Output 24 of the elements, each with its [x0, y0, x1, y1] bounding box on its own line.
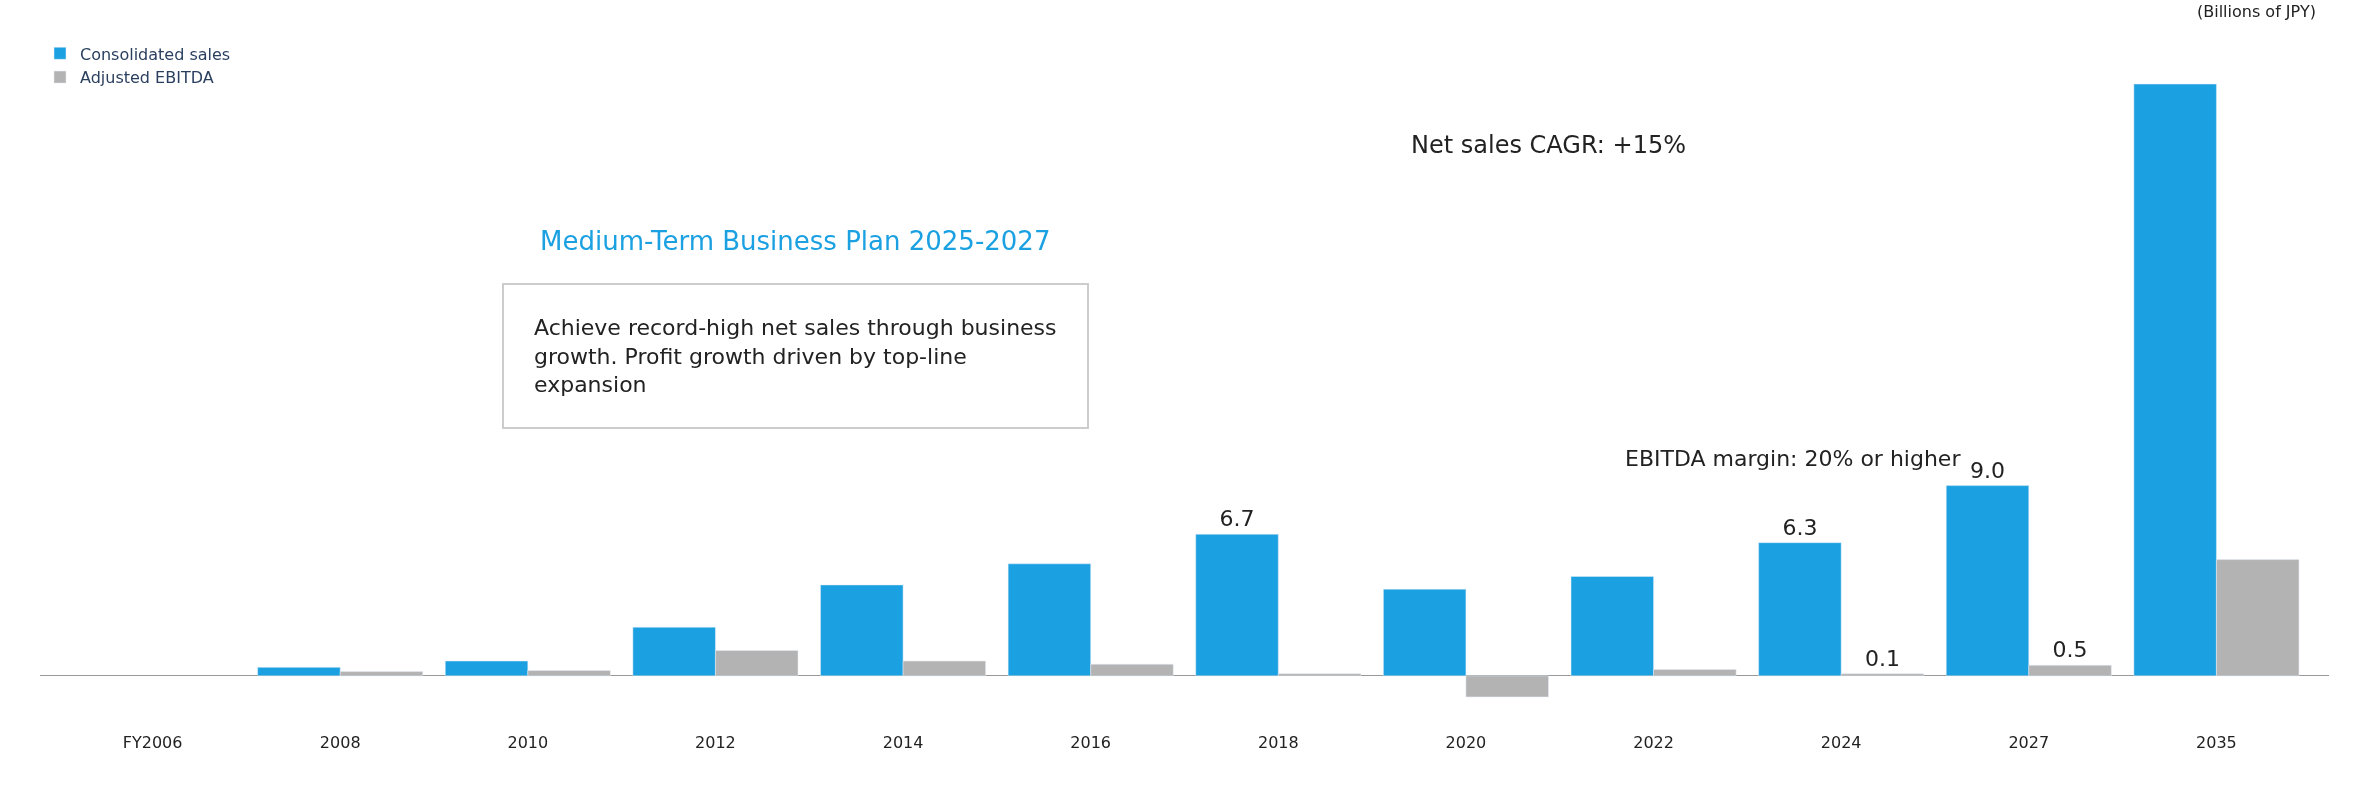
- x-tick-label: 2024: [1820, 733, 1862, 752]
- annotation: EBITDA margin: 20% or higher: [1625, 446, 1962, 471]
- x-tick-label: 2018: [1257, 733, 1299, 752]
- x-tick-label: 2008: [319, 733, 361, 752]
- legend-label: Adjusted EBITDA: [80, 68, 214, 88]
- x-tick-label: 2035: [2196, 733, 2237, 752]
- x-tick-label: 2020: [1445, 733, 1487, 752]
- annotation: Net sales CAGR: +15%: [1411, 131, 1686, 159]
- data-label: 6.3: [1782, 514, 1818, 540]
- x-tick-label: 2012: [695, 733, 736, 752]
- data-label: 0.5: [2052, 637, 2088, 663]
- annotation: Achieve record-high net sales through business growth. Profit growth driven by top-line expansion: [534, 315, 1057, 398]
- annotation: Medium-Term Business Plan 2025-2027: [540, 226, 1051, 256]
- x-tick-label: 2022: [1633, 733, 1674, 752]
- data-label: 0.1: [1864, 645, 1900, 671]
- x-tick-label: 2016: [1070, 733, 1112, 752]
- data-label: 9.0: [1970, 457, 2006, 483]
- x-tick-label: 2014: [882, 733, 924, 752]
- x-tick-label: FY2006: [122, 733, 183, 752]
- legend-label: Consolidated sales: [80, 44, 231, 64]
- text: (Billions of JPY): [2197, 2, 2316, 21]
- x-tick-label: 2027: [2008, 733, 2050, 752]
- data-label: 6.7: [1219, 506, 1255, 532]
- x-tick-label: 2010: [507, 733, 549, 752]
